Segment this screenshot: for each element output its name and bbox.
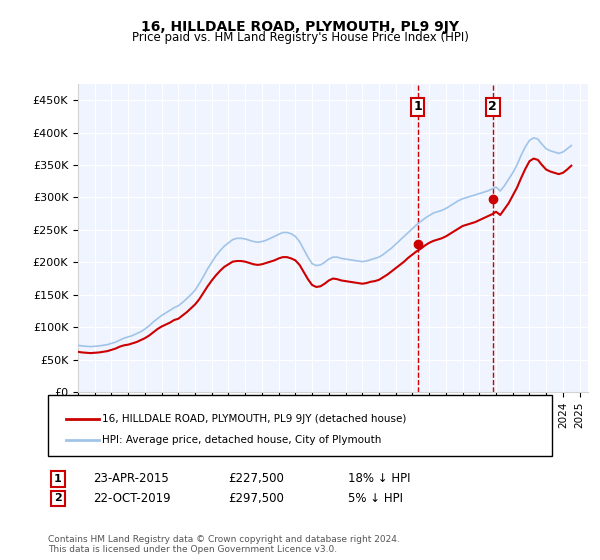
Text: 1: 1 [413, 100, 422, 113]
Text: 16, HILLDALE ROAD, PLYMOUTH, PL9 9JY: 16, HILLDALE ROAD, PLYMOUTH, PL9 9JY [141, 20, 459, 34]
Text: HPI: Average price, detached house, City of Plymouth: HPI: Average price, detached house, City… [102, 435, 382, 445]
Text: 22-OCT-2019: 22-OCT-2019 [93, 492, 170, 505]
Text: 2: 2 [488, 100, 497, 113]
Text: £227,500: £227,500 [228, 472, 284, 486]
Text: 23-APR-2015: 23-APR-2015 [93, 472, 169, 486]
Text: 1: 1 [54, 474, 62, 484]
Text: 16, HILLDALE ROAD, PLYMOUTH, PL9 9JY (detached house): 16, HILLDALE ROAD, PLYMOUTH, PL9 9JY (de… [102, 414, 406, 424]
Text: Price paid vs. HM Land Registry's House Price Index (HPI): Price paid vs. HM Land Registry's House … [131, 31, 469, 44]
Text: 2: 2 [54, 493, 62, 503]
Text: 18% ↓ HPI: 18% ↓ HPI [348, 472, 410, 486]
Text: Contains HM Land Registry data © Crown copyright and database right 2024.
This d: Contains HM Land Registry data © Crown c… [48, 535, 400, 554]
Text: 5% ↓ HPI: 5% ↓ HPI [348, 492, 403, 505]
Text: £297,500: £297,500 [228, 492, 284, 505]
